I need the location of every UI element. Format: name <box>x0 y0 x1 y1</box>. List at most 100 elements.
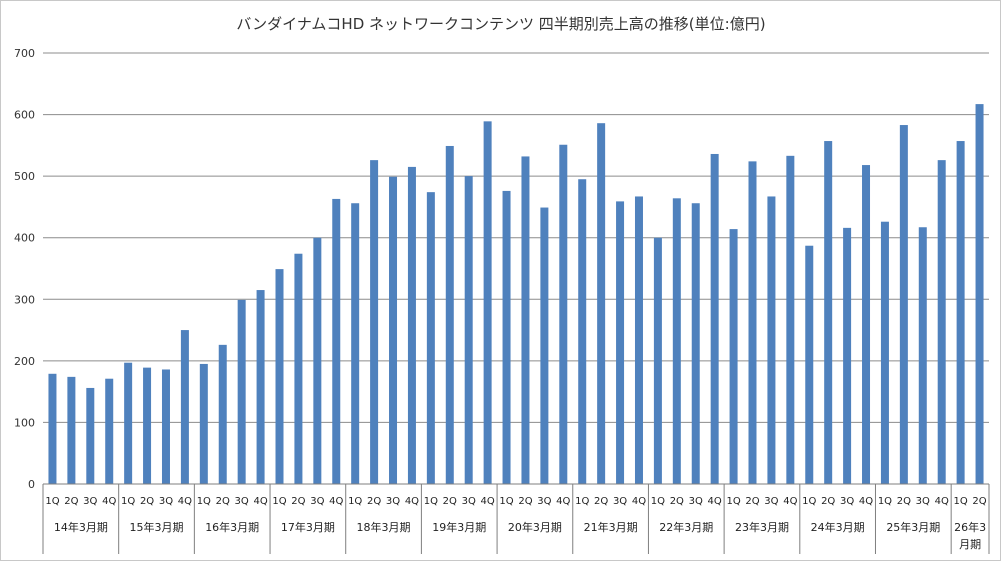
bar <box>180 330 189 484</box>
bar <box>86 387 95 484</box>
x-tick-label: 4Q <box>556 496 570 507</box>
bar <box>483 121 492 484</box>
x-tick-label: 1Q <box>45 496 59 507</box>
bar <box>805 245 814 484</box>
bar <box>975 104 984 485</box>
bar <box>653 237 662 484</box>
x-axis-year-labels: 14年3月期 15年3月期 16年3月期 17年3月期 18年3月期 19年3月期 20年3… <box>54 520 986 551</box>
y-tick-label: 400 <box>14 232 35 245</box>
year-group-label: 19年3月期 <box>432 520 486 534</box>
y-tick-label: 700 <box>14 47 35 60</box>
bar <box>218 344 227 484</box>
bar <box>616 201 625 484</box>
bar <box>237 299 246 484</box>
year-group-label: 20年3月期 <box>508 520 562 534</box>
x-tick-label: 4Q <box>632 496 646 507</box>
x-tick-label: 4Q <box>102 496 116 507</box>
bar <box>710 153 719 484</box>
x-axis <box>42 483 990 554</box>
year-group-label: 23年3月期 <box>735 520 789 534</box>
x-tick-label: 1Q <box>878 496 892 507</box>
x-tick-label: 3Q <box>916 496 930 507</box>
bar <box>256 290 265 484</box>
bars <box>48 104 984 485</box>
x-tick-label: 3Q <box>386 496 400 507</box>
y-tick-label: 300 <box>14 293 35 306</box>
x-tick-label: 2Q <box>291 496 305 507</box>
bar <box>275 269 284 484</box>
bar <box>748 161 757 484</box>
bar <box>767 196 776 484</box>
bar <box>67 376 76 484</box>
x-tick-label: 1Q <box>726 496 740 507</box>
x-tick-label: 1Q <box>272 496 286 507</box>
bar <box>124 362 133 484</box>
bar <box>48 373 57 484</box>
x-tick-label: 3Q <box>537 496 551 507</box>
x-axis-quarter-labels: 1Q 2Q 3Q 4Q 1Q 2Q 3Q 4Q 1Q 2Q 3Q 4Q 1Q 2Q 3Q 4Q 1Q 2Q 3Q 4Q… <box>45 496 986 507</box>
bar <box>143 367 152 484</box>
bar <box>199 363 208 484</box>
year-group-label: 26年3 月期 <box>954 520 986 551</box>
bar <box>105 378 114 484</box>
x-tick-label: 3Q <box>310 496 324 507</box>
gridlines <box>43 52 989 423</box>
x-tick-label: 4Q <box>859 496 873 507</box>
bar <box>843 227 852 484</box>
year-group-label: 21年3月期 <box>584 520 638 534</box>
bar <box>899 125 908 484</box>
x-tick-label: 2Q <box>216 496 230 507</box>
x-tick-label: 3Q <box>613 496 627 507</box>
x-tick-label: 2Q <box>670 496 684 507</box>
x-tick-label: 3Q <box>840 496 854 507</box>
x-tick-label: 1Q <box>121 496 135 507</box>
bar <box>540 207 549 484</box>
bar <box>729 229 738 484</box>
x-tick-label: 2Q <box>367 496 381 507</box>
bar <box>294 253 303 484</box>
x-tick-label: 1Q <box>802 496 816 507</box>
bar <box>161 369 170 484</box>
bar <box>445 145 454 485</box>
bar <box>937 160 946 485</box>
bar <box>521 156 530 484</box>
x-tick-label: 1Q <box>575 496 589 507</box>
bar <box>351 203 360 484</box>
bar <box>672 198 681 484</box>
x-tick-label: 1Q <box>651 496 665 507</box>
x-tick-label: 1Q <box>499 496 513 507</box>
year-group-label: 15年3月期 <box>130 520 184 534</box>
y-tick-label: 200 <box>14 355 35 368</box>
y-tick-label: 600 <box>14 109 35 122</box>
x-tick-label: 1Q <box>197 496 211 507</box>
x-tick-label: 3Q <box>235 496 249 507</box>
year-group-label: 16年3月期 <box>205 520 259 534</box>
bar <box>370 160 379 485</box>
bar <box>502 190 511 485</box>
x-tick-label: 1Q <box>424 496 438 507</box>
x-tick-label: 4Q <box>329 496 343 507</box>
x-tick-label: 2Q <box>140 496 154 507</box>
x-tick-label: 4Q <box>708 496 722 507</box>
x-tick-label: 2Q <box>745 496 759 507</box>
y-axis-ticks: 0 100 200 300 400 500 600 700 <box>14 47 35 491</box>
bar <box>578 179 587 484</box>
year-group-label: 22年3月期 <box>659 520 713 534</box>
bar <box>824 141 833 484</box>
x-tick-label: 2Q <box>821 496 835 507</box>
bar <box>918 227 927 485</box>
x-tick-label: 2Q <box>64 496 78 507</box>
x-tick-label: 2Q <box>972 496 986 507</box>
bar <box>426 192 435 484</box>
x-tick-label: 1Q <box>954 496 968 507</box>
y-tick-label: 100 <box>14 416 35 429</box>
year-group-label: 17年3月期 <box>281 520 335 534</box>
x-tick-label: 3Q <box>764 496 778 507</box>
bar <box>597 123 606 484</box>
year-group-label: 24年3月期 <box>811 520 865 534</box>
bar <box>313 237 322 484</box>
x-tick-label: 2Q <box>594 496 608 507</box>
year-group-label: 18年3月期 <box>357 520 411 534</box>
x-tick-label: 2Q <box>443 496 457 507</box>
